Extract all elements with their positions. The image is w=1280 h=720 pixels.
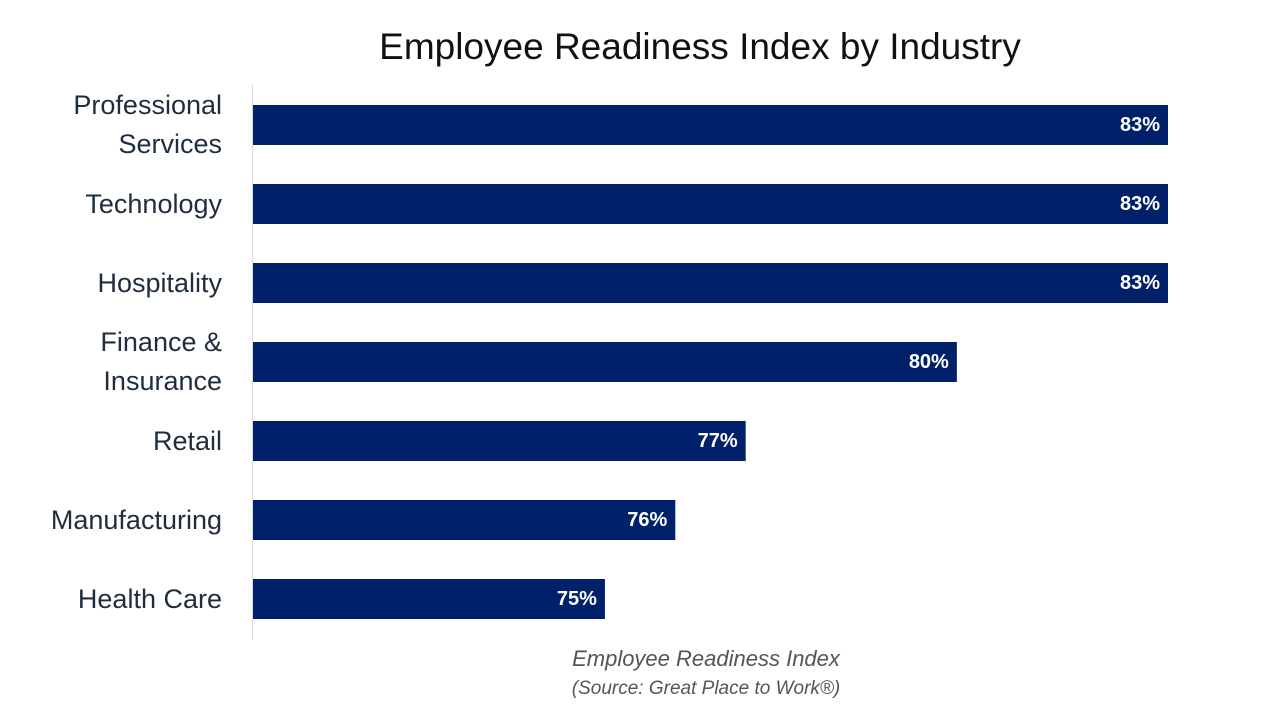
bar-2 bbox=[253, 263, 1168, 303]
category-label-line: Services bbox=[118, 129, 222, 159]
chart-title: Employee Readiness Index by Industry bbox=[379, 26, 1021, 67]
category-label-0: Professional Services bbox=[2, 86, 222, 164]
x-axis-label: Employee Readiness Index bbox=[572, 646, 840, 671]
bar-6 bbox=[253, 579, 605, 619]
value-label-0: 83% bbox=[1119, 114, 1160, 136]
category-label-5: Manufacturing bbox=[2, 501, 222, 540]
bar-3 bbox=[253, 342, 957, 382]
category-label-6: Health Care bbox=[2, 580, 222, 619]
category-label-line: Hospitality bbox=[97, 267, 222, 298]
category-label-1: Technology bbox=[2, 185, 222, 224]
bars-group bbox=[253, 105, 1168, 619]
category-label-line: Finance & bbox=[100, 327, 222, 357]
category-label-2: Hospitality bbox=[2, 264, 222, 303]
source-note: (Source: Great Place to Work®) bbox=[571, 678, 841, 699]
category-label-line: Retail bbox=[152, 425, 222, 456]
value-label-5: 76% bbox=[627, 509, 668, 531]
category-label-line: Professional bbox=[73, 90, 222, 120]
bar-5 bbox=[253, 500, 676, 540]
bar-4 bbox=[253, 421, 746, 461]
category-label-line: Insurance bbox=[103, 366, 222, 396]
value-label-3: 80% bbox=[908, 351, 949, 373]
category-label-3: Finance & Insurance bbox=[2, 323, 222, 401]
category-label-line: Manufacturing bbox=[50, 504, 222, 535]
bar-1 bbox=[253, 184, 1168, 224]
bar-0 bbox=[253, 105, 1168, 145]
category-label-4: Retail bbox=[2, 422, 222, 461]
category-label-line: Health Care bbox=[77, 583, 222, 614]
category-label-line: Technology bbox=[85, 188, 222, 219]
value-label-4: 77% bbox=[697, 430, 738, 452]
value-label-1: 83% bbox=[1119, 193, 1160, 215]
value-label-6: 75% bbox=[556, 588, 597, 610]
value-label-2: 83% bbox=[1119, 272, 1160, 294]
